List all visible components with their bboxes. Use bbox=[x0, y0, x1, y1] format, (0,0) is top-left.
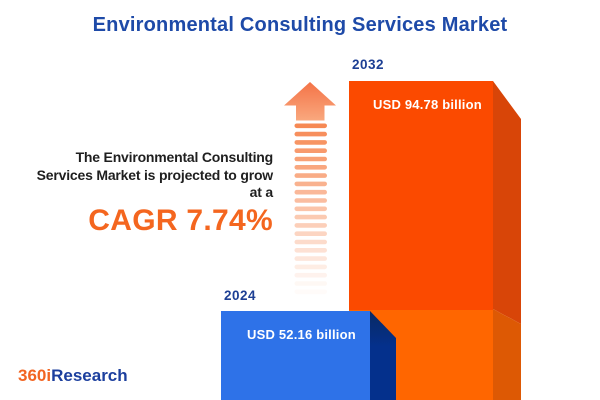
growth-arrow-icon bbox=[284, 82, 336, 286]
bar-2032-side-top bbox=[493, 81, 521, 324]
page-title: Environmental Consulting Services Market bbox=[92, 14, 508, 36]
cagr-value: CAGR 7.74% bbox=[88, 203, 273, 237]
bar-2032-side-bottom bbox=[493, 309, 521, 400]
bar-2032-front-top bbox=[349, 81, 493, 310]
arrow-stripes bbox=[294, 123, 327, 286]
brand-logo: 360iResearch bbox=[18, 366, 128, 386]
bar-value-2032: USD 94.78 billion bbox=[373, 97, 482, 112]
bar-value-2024: USD 52.16 billion bbox=[247, 327, 356, 342]
growth-note: The Environmental Consulting Services Ma… bbox=[0, 149, 274, 237]
growth-note-line: at a bbox=[249, 184, 274, 200]
brand-logo-suffix: Research bbox=[51, 366, 128, 385]
arrow-head bbox=[284, 82, 336, 121]
bar-label-2024: 2024 bbox=[224, 288, 257, 303]
bar-2024-front bbox=[221, 311, 370, 400]
growth-note-line: Services Market is projected to grow bbox=[36, 166, 274, 183]
bar-label-2032: 2032 bbox=[352, 57, 385, 72]
brand-logo-prefix: 360i bbox=[18, 366, 52, 385]
bar-2024-side bbox=[370, 311, 396, 400]
growth-note-line: The Environmental Consulting bbox=[75, 149, 274, 165]
